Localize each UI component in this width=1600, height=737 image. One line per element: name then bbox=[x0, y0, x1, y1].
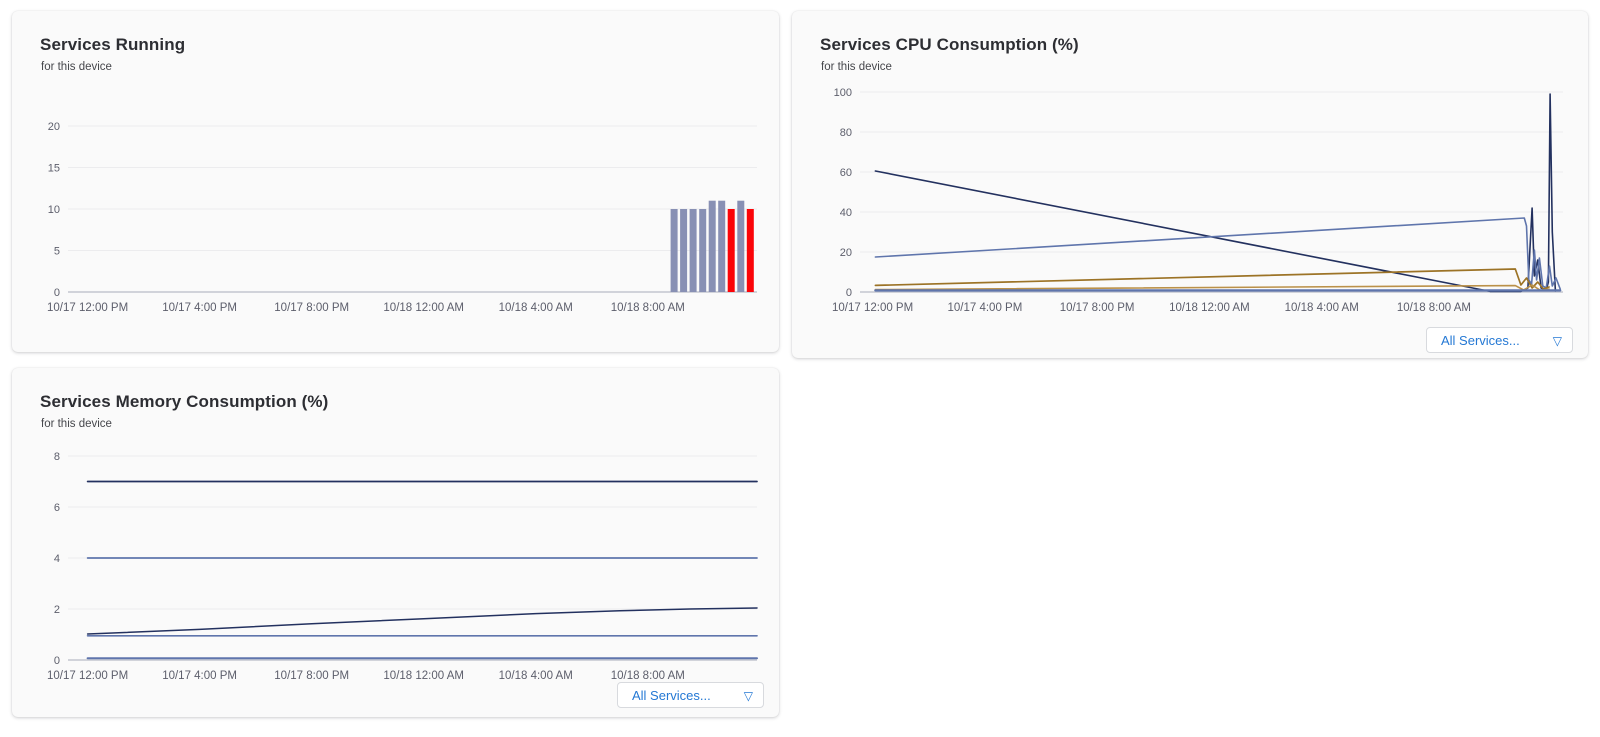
y-tick-label: 5 bbox=[54, 246, 60, 258]
card-subtitle: for this device bbox=[821, 61, 892, 73]
dropdown-label: All Services... bbox=[1441, 332, 1520, 348]
services-memory-chart: 0 2 4 6 8 10/17 12:00 PM 10/17 4:00 PM 10/17 8:… bbox=[47, 451, 758, 682]
y-tick-label: 40 bbox=[840, 207, 852, 219]
dropdown-label: All Services... bbox=[632, 687, 711, 703]
x-tick-label: 10/18 8:00 AM bbox=[611, 670, 685, 682]
bar bbox=[737, 200, 745, 292]
card-subtitle: for this device bbox=[41, 61, 112, 73]
x-tick-label: 10/18 4:00 AM bbox=[499, 302, 573, 314]
y-tick-label: 100 bbox=[834, 87, 852, 99]
x-tick-label: 10/17 4:00 PM bbox=[162, 302, 237, 314]
dropdown-arrow-icon: ▽ bbox=[1552, 334, 1562, 348]
card-title: Services CPU Consumption (%) bbox=[820, 35, 1079, 54]
bar bbox=[746, 209, 754, 292]
x-tick-label: 10/18 4:00 AM bbox=[499, 670, 573, 682]
services-running-chart: 0 5 10 15 20 10/17 12:00 PM 10/17 4:00 PM 10/17… bbox=[47, 121, 757, 314]
card-title: Services Memory Consumption (%) bbox=[40, 392, 329, 411]
y-tick-label: 80 bbox=[840, 127, 852, 139]
x-tick-label: 10/17 12:00 PM bbox=[47, 670, 128, 682]
y-tick-label: 2 bbox=[54, 604, 60, 616]
x-tick-label: 10/17 4:00 PM bbox=[162, 670, 237, 682]
x-tick-label: 10/18 8:00 AM bbox=[1397, 302, 1471, 314]
bar bbox=[718, 200, 726, 292]
y-tick-label: 8 bbox=[54, 451, 60, 463]
memory-services-filter-dropdown[interactable]: All Services... ▽ bbox=[617, 682, 764, 708]
x-tick-label: 10/18 4:00 AM bbox=[1285, 302, 1359, 314]
bar bbox=[689, 209, 697, 292]
bar bbox=[680, 209, 688, 292]
x-tick-label: 10/18 12:00 AM bbox=[383, 302, 464, 314]
card-subtitle: for this device bbox=[41, 418, 112, 430]
bar bbox=[708, 200, 716, 292]
dropdown-arrow-icon: ▽ bbox=[743, 689, 753, 703]
x-tick-label: 10/18 12:00 AM bbox=[383, 670, 464, 682]
x-tick-label: 10/17 12:00 PM bbox=[832, 302, 913, 314]
bar bbox=[699, 209, 707, 292]
x-tick-label: 10/17 8:00 PM bbox=[274, 302, 349, 314]
services-running-card: Services Running for this device 0 5 10 15 2… bbox=[12, 11, 779, 352]
x-tick-label: 10/17 4:00 PM bbox=[947, 302, 1022, 314]
x-tick-label: 10/17 8:00 PM bbox=[274, 670, 349, 682]
x-tick-label: 10/18 12:00 AM bbox=[1169, 302, 1250, 314]
x-tick-label: 10/17 12:00 PM bbox=[47, 302, 128, 314]
cpu-services-filter-dropdown[interactable]: All Services... ▽ bbox=[1426, 327, 1573, 353]
bar bbox=[670, 209, 678, 292]
services-cpu-card: Services CPU Consumption (%) for this de… bbox=[792, 11, 1588, 358]
services-cpu-chart: 0 20 40 60 80 100 10/17 12:00 PM 10/17 4:00 PM 1… bbox=[832, 87, 1563, 314]
y-tick-label: 60 bbox=[840, 167, 852, 179]
series-line bbox=[874, 217, 1562, 290]
y-tick-label: 15 bbox=[48, 163, 60, 175]
y-tick-label: 0 bbox=[54, 287, 60, 299]
y-tick-label: 20 bbox=[48, 121, 60, 133]
series-line bbox=[874, 268, 1550, 290]
y-tick-label: 6 bbox=[54, 502, 60, 514]
x-tick-label: 10/17 8:00 PM bbox=[1060, 302, 1135, 314]
card-title: Services Running bbox=[40, 35, 186, 54]
series-line bbox=[874, 93, 1557, 293]
y-tick-label: 0 bbox=[846, 287, 852, 299]
x-tick-label: 10/18 8:00 AM bbox=[611, 302, 685, 314]
services-memory-card: Services Memory Consumption (%) for this… bbox=[12, 368, 779, 717]
y-tick-label: 10 bbox=[48, 204, 60, 216]
bar bbox=[727, 209, 735, 292]
series-line bbox=[86, 607, 758, 635]
y-tick-label: 20 bbox=[840, 247, 852, 259]
y-tick-label: 4 bbox=[54, 553, 60, 565]
y-tick-label: 0 bbox=[54, 655, 60, 667]
